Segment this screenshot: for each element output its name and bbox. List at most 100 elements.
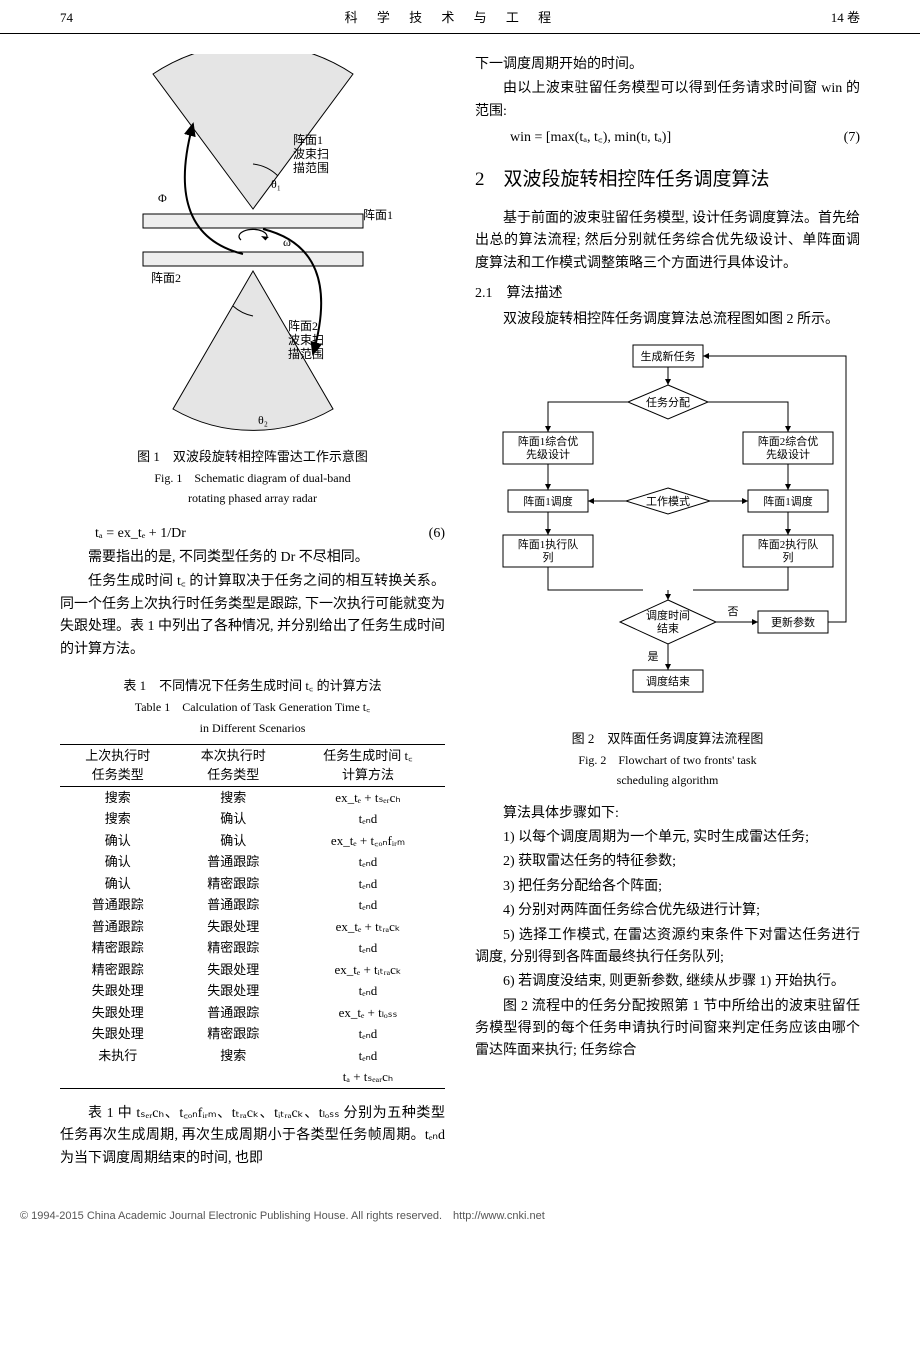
table-row: 搜索搜索ex_tₑ + tₛₑᵣcₕ xyxy=(60,786,445,808)
flow-n2: 任务分配 xyxy=(646,396,690,409)
table-row: 普通跟踪普通跟踪tₑₙd xyxy=(60,894,445,916)
table-row: 普通跟踪失跟处理ex_tₑ + tₜᵣₐcₖ xyxy=(60,916,445,938)
left-column: θ₁ 阵面1波束扫描范围 阵面1 Φ ω 阵面2 xyxy=(60,54,445,1172)
table-cell: 精密跟踪 xyxy=(175,937,290,959)
table-cell: tₑₙd xyxy=(291,1023,445,1045)
equation-7: win = [max(tₐ, t꜀), min(tₗ, tₐ)] (7) xyxy=(475,125,860,151)
subsection-2-1: 2.1 算法描述 xyxy=(475,283,860,305)
flow-n9-l2: 列 xyxy=(782,550,793,564)
flow-no: 否 xyxy=(727,606,738,618)
algorithm-step: 4) 分别对两阵面任务综合优先级进行计算; xyxy=(475,900,860,922)
volume: 14 卷 xyxy=(831,8,860,29)
tbl1-cap-en1: Table 1 Calculation of Task Generation T… xyxy=(60,697,445,717)
page-footer: © 1994-2015 China Academic Journal Elect… xyxy=(0,1202,920,1236)
table-cell: 确认 xyxy=(60,851,175,873)
right-column: 下一调度周期开始的时间。 由以上波束驻留任务模型可以得到任务请求时间窗 win … xyxy=(475,54,860,1172)
table-cell: 确认 xyxy=(60,873,175,895)
table-cell: 普通跟踪 xyxy=(175,1002,290,1024)
table-cell: 失跟处理 xyxy=(60,980,175,1002)
right-p4: 双波段旋转相控阵任务调度算法总流程图如图 2 所示。 xyxy=(475,309,860,331)
section-2-heading: 2 双波段旋转相控阵任务调度算法 xyxy=(475,165,860,195)
table-row: 精密跟踪失跟处理ex_tₑ + tᵢₜᵣₐcₖ xyxy=(60,959,445,981)
left-p2: 任务生成时间 t꜀ 的计算取决于任务之间的相互转换关系。同一个任务上次执行时任务… xyxy=(60,571,445,661)
flow-n4-l1: 阵面2综合优 xyxy=(757,434,818,448)
table-cell: 失跟处理 xyxy=(60,1002,175,1024)
journal-title: 科 学 技 术 与 工 程 xyxy=(345,8,560,29)
table-cell: ex_tₑ + t꜀ₒₙfᵢᵣₘ xyxy=(291,830,445,852)
table-1: 上次执行时 任务类型 本次执行时 任务类型 任务生成时间 t꜀ 计算方法 搜索搜… xyxy=(60,744,445,1089)
right-p1: 下一调度周期开始的时间。 xyxy=(475,54,860,76)
flow-n1: 生成新任务 xyxy=(640,349,695,363)
flow-n7: 阵面1调度 xyxy=(763,494,813,508)
table-cell: 失跟处理 xyxy=(175,980,290,1002)
table-cell: 确认 xyxy=(175,808,290,830)
table-cell: tₑₙd xyxy=(291,894,445,916)
flow-n5: 阵面1调度 xyxy=(523,494,573,508)
tbl1-cap-en2: in Different Scenarios xyxy=(60,718,445,738)
algorithm-step: 3) 把任务分配给各个阵面; xyxy=(475,876,860,898)
face2-label: 阵面2 xyxy=(151,271,181,285)
face1-range-label: 阵面1波束扫描范围 xyxy=(293,133,329,175)
face1-label: 阵面1 xyxy=(363,208,393,222)
page-number: 74 xyxy=(60,8,73,29)
table-row: 失跟处理精密跟踪tₑₙd xyxy=(60,1023,445,1045)
figure-2-caption: 图 2 双阵面任务调度算法流程图 Fig. 2 Flowchart of two… xyxy=(475,728,860,791)
phi-label: Φ xyxy=(158,191,167,205)
figure-1-caption: 图 1 双波段旋转相控阵雷达工作示意图 Fig. 1 Schematic dia… xyxy=(60,446,445,509)
flow-n6: 工作模式 xyxy=(646,495,690,508)
table-cell: 搜索 xyxy=(175,1045,290,1067)
page-header: 74 科 学 技 术 与 工 程 14 卷 xyxy=(0,0,920,34)
table-row: 精密跟踪精密跟踪tₑₙd xyxy=(60,937,445,959)
table-cell: tₑₙd xyxy=(291,873,445,895)
table-cell: tₑₙd xyxy=(291,937,445,959)
theta2-label: θ₂ xyxy=(258,413,268,427)
table-cell: 精密跟踪 xyxy=(175,1023,290,1045)
left-p1: 需要指出的是, 不同类型任务的 Dr 不尽相同。 xyxy=(60,547,445,569)
flow-n3-l2: 先级设计 xyxy=(526,448,570,461)
algorithm-step: 1) 以每个调度周期为一个单元, 实时生成雷达任务; xyxy=(475,827,860,849)
table-cell: tₐ + tₛₑₐᵣcₕ xyxy=(291,1066,445,1088)
table-cell xyxy=(60,1066,175,1088)
table-1-h2: 任务生成时间 t꜀ 计算方法 xyxy=(291,744,445,786)
content-area: θ₁ 阵面1波束扫描范围 阵面1 Φ ω 阵面2 xyxy=(0,34,920,1202)
table-row: 失跟处理失跟处理tₑₙd xyxy=(60,980,445,1002)
sub21-num: 2.1 xyxy=(475,286,493,301)
flow-n4-l2: 先级设计 xyxy=(766,448,810,461)
table-row: 失跟处理普通跟踪ex_tₑ + tₗₒₛₛ xyxy=(60,1002,445,1024)
table-1-caption: 表 1 不同情况下任务生成时间 t꜀ 的计算方法 Table 1 Calcula… xyxy=(60,675,445,738)
table-row: tₐ + tₛₑₐᵣcₕ xyxy=(60,1066,445,1088)
table-cell: tₑₙd xyxy=(291,851,445,873)
table-cell: 普通跟踪 xyxy=(175,894,290,916)
equation-6: tₐ = ex_tₑ + 1/Dr (6) xyxy=(60,521,445,547)
theta1-label: θ₁ xyxy=(271,177,281,191)
left-p3: 表 1 中 tₛₑᵣcₕ、t꜀ₒₙfᵢᵣₘ、tₜᵣₐcₖ、tᵢₜᵣₐcₖ、tₗₒ… xyxy=(60,1103,445,1170)
table-cell: 搜索 xyxy=(60,786,175,808)
table-cell: tₑₙd xyxy=(291,980,445,1002)
algorithm-step: 6) 若调度没结束, 则更新参数, 继续从步骤 1) 开始执行。 xyxy=(475,971,860,993)
figure-1-diagram: θ₁ 阵面1波束扫描范围 阵面1 Φ ω 阵面2 xyxy=(83,54,423,434)
right-p5: 算法具体步骤如下: xyxy=(475,803,860,825)
fig2-cap-en1: Fig. 2 Flowchart of two fronts' task xyxy=(475,750,860,770)
table-cell: tₑₙd xyxy=(291,808,445,830)
flow-n12: 调度结束 xyxy=(646,674,690,688)
fig2-cap-en2: scheduling algorithm xyxy=(475,770,860,790)
fig1-caption-cn: 图 1 双波段旋转相控阵雷达工作示意图 xyxy=(60,446,445,468)
table-row: 确认确认ex_tₑ + t꜀ₒₙfᵢᵣₘ xyxy=(60,830,445,852)
table-cell: 失跟处理 xyxy=(175,959,290,981)
table-cell: 未执行 xyxy=(60,1045,175,1067)
table-1-h1: 本次执行时 任务类型 xyxy=(175,744,290,786)
table-cell: 普通跟踪 xyxy=(60,894,175,916)
table-cell: 普通跟踪 xyxy=(60,916,175,938)
right-p3: 基于前面的波束驻留任务模型, 设计任务调度算法。首先给出总的算法流程; 然后分别… xyxy=(475,208,860,275)
flow-n8-l1: 阵面1执行队 xyxy=(517,537,578,551)
table-row: 未执行搜索tₑₙd xyxy=(60,1045,445,1067)
table-cell: 失跟处理 xyxy=(60,1023,175,1045)
table-cell: 普通跟踪 xyxy=(175,851,290,873)
fig2-cap-cn: 图 2 双阵面任务调度算法流程图 xyxy=(475,728,860,750)
table-cell: 搜索 xyxy=(60,808,175,830)
flow-n3-l1: 阵面1综合优 xyxy=(517,434,578,448)
table-cell: 搜索 xyxy=(175,786,290,808)
flow-n10-l2: 结束 xyxy=(657,622,679,635)
table-cell: tₑₙd xyxy=(291,1045,445,1067)
algorithm-step: 2) 获取雷达任务的特征参数; xyxy=(475,851,860,873)
